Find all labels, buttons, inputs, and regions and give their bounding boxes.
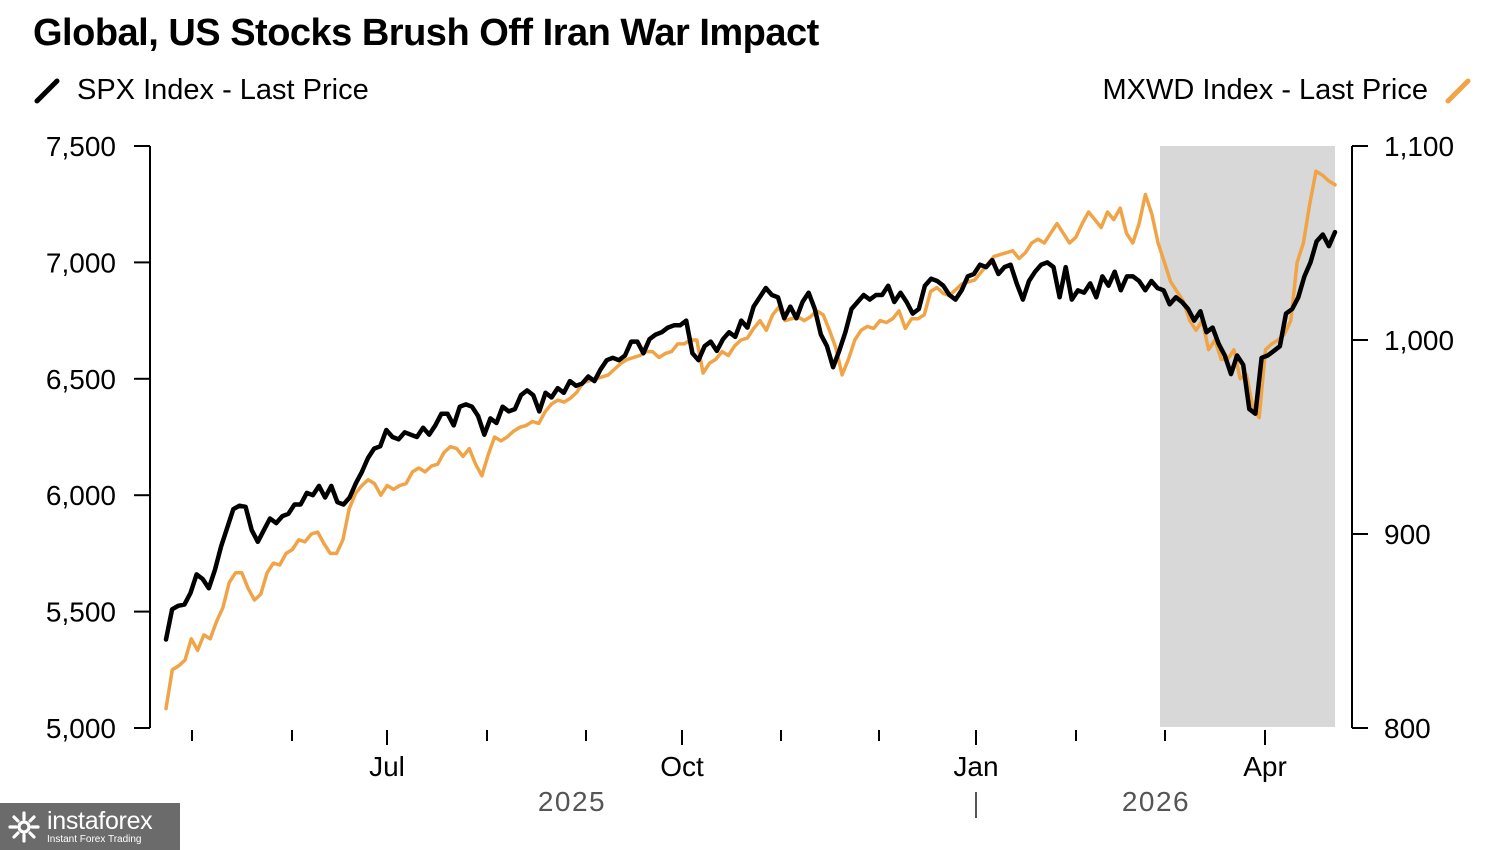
labels-layer: 5,000 5,500 6,000 6,500 7,000 7,500 800 900 1,00…: [46, 131, 1454, 817]
shaded-region-layer: [1160, 146, 1335, 727]
right-tick-label-0: 800: [1384, 713, 1431, 744]
watermark-brand: instaforex: [47, 806, 153, 835]
spx-line-swatch-icon: [34, 78, 60, 103]
spx-series-line: [163, 229, 1338, 642]
year-label-2026: 2026: [1122, 786, 1190, 817]
right-tick-label-2: 1,000: [1384, 325, 1454, 356]
instaforex-watermark: instaforex Instant Forex Trading: [0, 803, 180, 850]
x-label-apr: Apr: [1243, 751, 1287, 782]
year-label-2025: 2025: [538, 786, 606, 817]
left-tick-label-4: 7,000: [46, 247, 116, 278]
mxwd-series-line: [164, 169, 1337, 711]
chart-title: Global, US Stocks Brush Off Iran War Imp…: [33, 12, 819, 54]
left-tick-label-5: 7,500: [46, 131, 116, 162]
right-tick-label-1: 900: [1384, 519, 1431, 550]
axes-layer: [134, 145, 1368, 818]
legend-spx-label: SPX Index - Last Price: [77, 74, 369, 106]
watermark-tagline: Instant Forex Trading: [47, 833, 142, 845]
series-layer: [163, 169, 1338, 711]
left-tick-label-3: 6,500: [46, 364, 116, 395]
left-tick-label-0: 5,000: [46, 713, 116, 744]
left-tick-label-1: 5,500: [46, 597, 116, 628]
legend-spx: SPX Index - Last Price: [33, 74, 369, 107]
shaded-region: [1160, 146, 1335, 727]
x-label-oct: Oct: [660, 751, 704, 782]
legend-mxwd: MXWD Index - Last Price: [1102, 74, 1472, 107]
x-label-jul: Jul: [369, 751, 405, 782]
left-tick-label-2: 6,000: [46, 480, 116, 511]
instaforex-logo-icon: [8, 810, 40, 843]
legend-mxwd-label: MXWD Index - Last Price: [1102, 74, 1428, 106]
right-tick-label-3: 1,100: [1384, 131, 1454, 162]
x-label-jan: Jan: [953, 751, 998, 782]
mxwd-line-swatch-icon: [1445, 78, 1471, 103]
